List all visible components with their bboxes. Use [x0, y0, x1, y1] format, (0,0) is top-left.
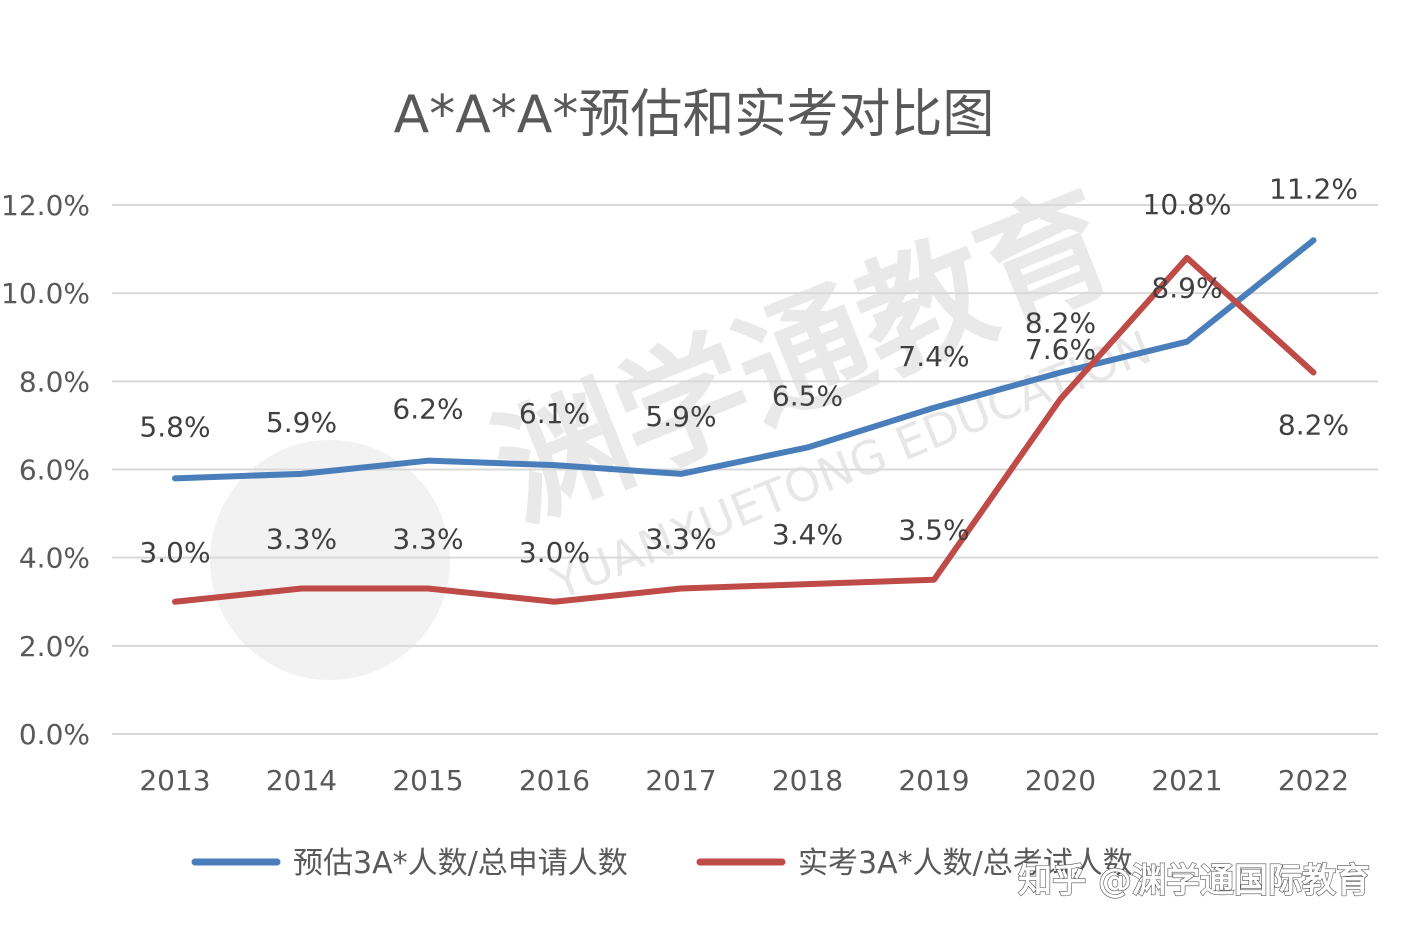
- data-point: [807, 446, 808, 448]
- data-label-actual: 3.4%: [772, 518, 843, 551]
- x-tick-label: 2015: [392, 764, 463, 797]
- data-label-actual: 3.3%: [392, 523, 463, 556]
- data-labels: 5.8% 5.9% 6.2% 6.1% 5.9% 6.5% 7.4% 8.2% 8.9% 11.2…: [139, 172, 1358, 568]
- data-label-actual: 7.6%: [1025, 333, 1096, 366]
- data-point: [1186, 257, 1188, 259]
- data-label-actual: 3.0%: [139, 536, 210, 569]
- data-point: [174, 601, 176, 603]
- data-label-estimated: 6.1%: [519, 397, 590, 430]
- y-tick-label: 6.0%: [19, 454, 90, 487]
- data-label-estimated: 8.9%: [1151, 272, 1222, 305]
- legend-label: 预估3A*人数/总申请人数: [293, 846, 628, 881]
- watermark-logo-icon: [210, 440, 450, 680]
- data-label-estimated: 5.9%: [266, 406, 337, 439]
- x-tick-label: 2020: [1025, 764, 1096, 797]
- series-line-estimated: [172, 237, 1317, 482]
- data-label-actual: 3.3%: [645, 523, 716, 556]
- data-label-actual: 3.0%: [519, 536, 590, 569]
- data-label-estimated: 6.5%: [772, 379, 843, 412]
- data-point: [1313, 239, 1314, 241]
- data-point: [427, 460, 429, 462]
- y-tick-label: 12.0%: [1, 189, 90, 222]
- series-line-actual: [172, 254, 1317, 605]
- data-point: [174, 477, 176, 479]
- data-point: [680, 473, 682, 475]
- data-point: [1313, 372, 1314, 374]
- data-point: [554, 464, 555, 466]
- series-lines: [172, 237, 1317, 605]
- data-label-estimated: 5.8%: [139, 410, 210, 443]
- data-label-estimated: 11.2%: [1269, 172, 1358, 205]
- data-label-actual: 10.8%: [1143, 188, 1232, 221]
- watermark-credit: 知乎 @渊学通国际教育: [1018, 861, 1370, 901]
- legend: 预估3A*人数/总申请人数 实考3A*人数/总考试人数: [191, 846, 1133, 881]
- data-label-actual: 3.3%: [266, 523, 337, 556]
- data-label-actual: 3.5%: [898, 514, 969, 547]
- y-tick-label: 10.0%: [1, 277, 90, 310]
- data-point: [933, 579, 935, 581]
- data-label-estimated: 7.4%: [898, 340, 969, 373]
- x-tick-label: 2016: [519, 764, 590, 797]
- data-point: [933, 407, 935, 409]
- chart-title: A*A*A*预估和实考对比图: [394, 85, 995, 145]
- x-tick-label: 2021: [1151, 764, 1222, 797]
- x-tick-label: 2014: [266, 764, 337, 797]
- y-tick-label: 0.0%: [19, 718, 90, 751]
- grid: [112, 204, 1378, 735]
- y-axis: 0.0% 2.0% 4.0% 6.0% 8.0% 10.0% 12.0%: [1, 189, 90, 751]
- data-point: [1060, 398, 1061, 400]
- y-tick-label: 2.0%: [19, 630, 90, 663]
- y-tick-label: 4.0%: [19, 542, 90, 575]
- data-point: [427, 588, 429, 590]
- x-tick-label: 2017: [645, 764, 716, 797]
- x-tick-label: 2022: [1278, 764, 1349, 797]
- data-label-actual: 8.2%: [1278, 409, 1349, 442]
- legend-label: 实考3A*人数/总考试人数: [798, 846, 1133, 881]
- data-point: [301, 473, 302, 475]
- data-label-estimated: 5.9%: [645, 400, 716, 433]
- x-tick-label: 2019: [898, 764, 969, 797]
- data-point: [1060, 372, 1061, 374]
- data-point: [680, 588, 682, 590]
- data-point: [554, 601, 555, 603]
- y-tick-label: 8.0%: [19, 365, 90, 398]
- data-point: [301, 588, 302, 590]
- data-label-estimated: 6.2%: [392, 393, 463, 426]
- x-tick-label: 2013: [139, 764, 210, 797]
- x-tick-label: 2018: [772, 764, 843, 797]
- data-label-estimated: 8.2%: [1025, 307, 1096, 340]
- x-axis: 2013 2014 2015 2016 2017 2018 2019 2020 2021 2022: [139, 764, 1349, 797]
- data-point: [807, 583, 808, 585]
- data-point: [1186, 341, 1188, 343]
